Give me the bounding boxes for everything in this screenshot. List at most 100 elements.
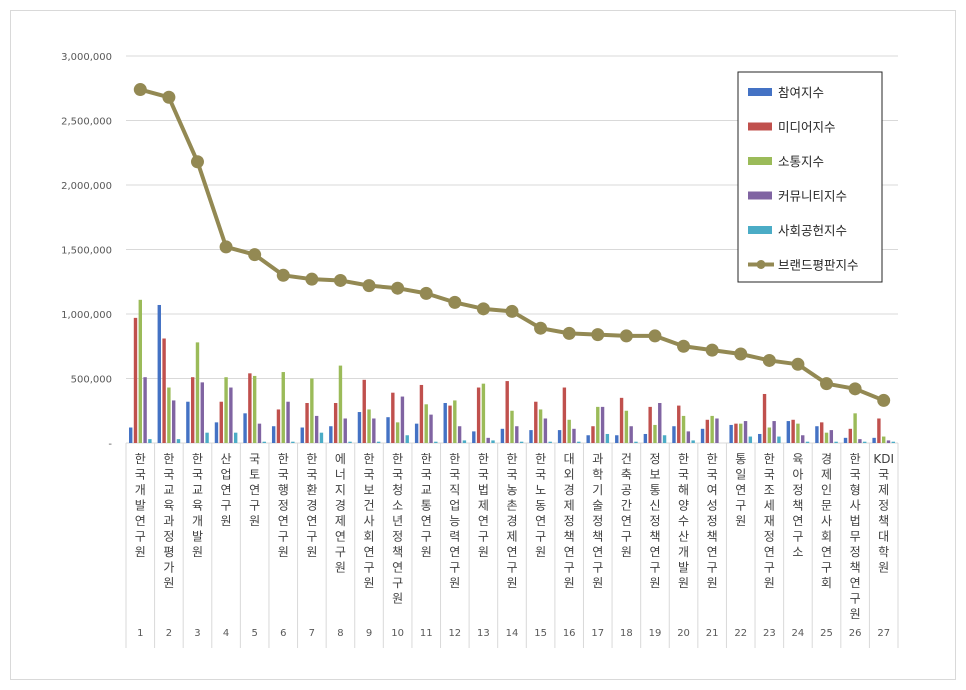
- brand-index-point-15: [534, 321, 548, 335]
- bar-2-17: [591, 426, 595, 443]
- legend-label: 사회공헌지수: [778, 223, 847, 238]
- category-rank: 15: [534, 628, 547, 639]
- brand-index-point-18: [619, 329, 633, 343]
- bar-3-17: [596, 406, 600, 443]
- legend-label: 소통지수: [778, 154, 824, 169]
- bar-4-12: [457, 426, 462, 443]
- brand-index-point-19: [648, 329, 662, 343]
- bar-3-24: [796, 423, 800, 443]
- brand-index-point-14: [505, 304, 519, 318]
- y-tick-label: 2,500,000: [61, 117, 112, 128]
- legend-swatch: [748, 191, 772, 200]
- category-rank: 13: [477, 628, 490, 639]
- bar-2-3: [190, 377, 195, 443]
- bar-5-22: [748, 436, 753, 443]
- bar-1-24: [786, 421, 791, 443]
- bar-3-22: [739, 423, 743, 443]
- brand-index-point-12: [448, 295, 462, 309]
- bar-1-19: [643, 433, 648, 443]
- category-rank: 27: [877, 628, 890, 639]
- bar-4-6: [286, 401, 290, 443]
- bar-5-12: [462, 440, 467, 443]
- bar-1-16: [557, 430, 562, 443]
- bar-3-15: [538, 409, 543, 443]
- brand-index-point-20: [677, 339, 691, 353]
- bar-4-4: [229, 387, 233, 443]
- bar-3-26: [853, 413, 857, 443]
- brand-index-point-13: [476, 302, 490, 316]
- bar-1-13: [472, 431, 476, 443]
- bar-4-9: [372, 418, 376, 443]
- category-rank: 2: [166, 628, 172, 639]
- brand-index-point-21: [705, 343, 719, 357]
- y-tick-label: -: [108, 439, 112, 450]
- brand-index-point-3: [190, 155, 204, 169]
- bar-2-15: [534, 401, 538, 443]
- bar-5-7: [319, 432, 324, 443]
- bar-3-9: [367, 409, 371, 443]
- bar-5-3: [205, 432, 209, 443]
- bar-1-15: [529, 430, 533, 443]
- bar-5-24: [805, 441, 810, 443]
- legend-swatch: [748, 157, 772, 165]
- legend-swatch: [748, 88, 772, 96]
- bar-2-6: [276, 409, 281, 443]
- bar-3-14: [510, 410, 514, 443]
- bar-5-4: [233, 432, 238, 443]
- category-rank: 17: [591, 628, 604, 639]
- bar-2-8: [333, 403, 338, 443]
- bar-1-12: [443, 403, 447, 443]
- bar-5-9: [376, 441, 381, 443]
- bar-1-21: [700, 428, 705, 443]
- category-rank: 12: [448, 628, 461, 639]
- bar-2-5: [248, 373, 252, 443]
- bar-5-26: [863, 441, 867, 443]
- bar-4-16: [572, 428, 576, 443]
- bar-3-6: [281, 372, 285, 443]
- bar-5-25: [834, 441, 838, 443]
- bar-5-16: [577, 441, 581, 443]
- bar-4-7: [314, 415, 319, 443]
- brand-index-point-27: [877, 393, 891, 407]
- bar-1-17: [586, 435, 590, 443]
- bar-3-10: [395, 422, 400, 443]
- brand-index-point-16: [562, 326, 576, 340]
- bar-3-25: [824, 432, 829, 443]
- brand-index-point-1: [133, 83, 147, 97]
- bar-4-11: [429, 414, 433, 443]
- bar-3-7: [310, 378, 314, 443]
- bar-4-26: [858, 439, 862, 443]
- brand-index-point-25: [820, 377, 834, 391]
- bar-2-4: [219, 401, 223, 443]
- bar-3-4: [224, 377, 228, 443]
- brand-index-point-7: [305, 272, 319, 286]
- bar-2-11: [419, 384, 424, 443]
- bar-1-10: [386, 417, 390, 443]
- category-rank: 4: [223, 628, 229, 639]
- bar-1-26: [843, 437, 848, 443]
- bar-2-20: [677, 405, 681, 443]
- category-rank: 23: [763, 628, 776, 639]
- category-rank: 14: [506, 628, 519, 639]
- legend-swatch: [748, 226, 772, 234]
- category-rank: 21: [706, 628, 719, 639]
- y-tick-label: 1,500,000: [61, 246, 112, 257]
- bar-1-18: [615, 435, 619, 443]
- bar-3-8: [338, 365, 343, 443]
- bar-2-13: [476, 387, 481, 443]
- category-rank: 26: [849, 628, 862, 639]
- legend-label: 참여지수: [778, 85, 824, 100]
- category-rank: 3: [194, 628, 200, 639]
